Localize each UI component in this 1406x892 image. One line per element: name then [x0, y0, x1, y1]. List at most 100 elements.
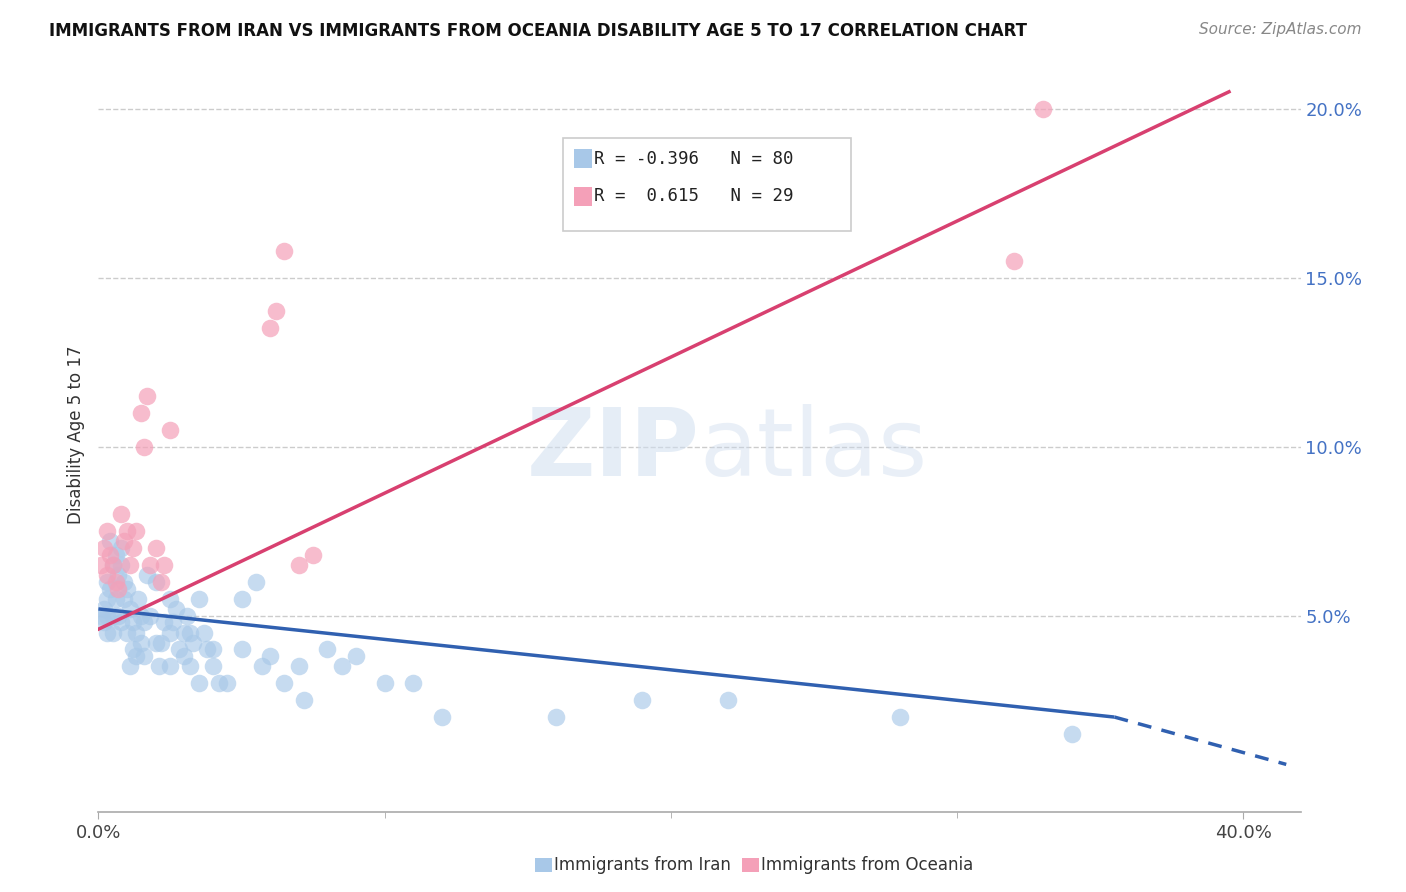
Point — [118, 659, 141, 673]
Point — [104, 548, 127, 562]
Point — [181, 636, 204, 650]
Point — [96, 524, 118, 538]
Point — [173, 625, 195, 640]
Point — [110, 508, 132, 522]
Point — [316, 642, 339, 657]
Point — [153, 615, 176, 630]
Point — [195, 642, 218, 657]
Point — [145, 541, 167, 555]
Point — [139, 558, 162, 572]
Point — [259, 649, 281, 664]
Point — [187, 591, 209, 606]
Point — [90, 558, 112, 572]
Point — [110, 541, 132, 555]
Point — [287, 659, 309, 673]
Point — [162, 615, 184, 630]
Point — [104, 591, 127, 606]
Text: R = -0.396   N = 80: R = -0.396 N = 80 — [593, 150, 793, 168]
Point — [101, 625, 124, 640]
Point — [121, 615, 143, 630]
Point — [287, 558, 309, 572]
Point — [101, 608, 124, 623]
Text: Immigrants from Iran: Immigrants from Iran — [554, 856, 731, 874]
Point — [107, 608, 129, 623]
Point — [107, 582, 129, 596]
Point — [93, 541, 115, 555]
Text: R =  0.615   N = 29: R = 0.615 N = 29 — [593, 187, 793, 205]
Point — [112, 591, 135, 606]
Point — [165, 602, 187, 616]
Point — [96, 625, 118, 640]
Point — [93, 602, 115, 616]
Point — [176, 608, 198, 623]
Point — [96, 568, 118, 582]
Point — [167, 642, 190, 657]
Point — [250, 659, 273, 673]
Point — [134, 440, 156, 454]
Point — [115, 524, 138, 538]
Point — [131, 636, 153, 650]
Point — [98, 582, 121, 596]
Point — [302, 548, 325, 562]
Text: IMMIGRANTS FROM IRAN VS IMMIGRANTS FROM OCEANIA DISABILITY AGE 5 TO 17 CORRELATI: IMMIGRANTS FROM IRAN VS IMMIGRANTS FROM … — [49, 22, 1028, 40]
Point — [118, 602, 141, 616]
Point — [187, 676, 209, 690]
Point — [110, 558, 132, 572]
Point — [1032, 102, 1054, 116]
Point — [159, 591, 181, 606]
Text: Source: ZipAtlas.com: Source: ZipAtlas.com — [1198, 22, 1361, 37]
Point — [208, 676, 231, 690]
Point — [131, 406, 153, 420]
Point — [1002, 253, 1025, 268]
Point — [402, 676, 425, 690]
Point — [121, 642, 143, 657]
Point — [231, 591, 253, 606]
Point — [330, 659, 353, 673]
Point — [264, 304, 287, 318]
Point — [136, 568, 159, 582]
Point — [889, 710, 911, 724]
Point — [110, 615, 132, 630]
Text: Immigrants from Oceania: Immigrants from Oceania — [762, 856, 974, 874]
Point — [1060, 727, 1083, 741]
Point — [546, 710, 568, 724]
Point — [717, 693, 740, 707]
Point — [115, 625, 138, 640]
Point — [294, 693, 316, 707]
Point — [179, 659, 201, 673]
Point — [159, 423, 181, 437]
Point — [139, 608, 162, 623]
Point — [96, 608, 118, 623]
Point — [124, 649, 146, 664]
Point — [430, 710, 453, 724]
Point — [93, 615, 115, 630]
Text: atlas: atlas — [699, 404, 928, 496]
Point — [145, 574, 167, 589]
Point — [159, 625, 181, 640]
Point — [134, 649, 156, 664]
Point — [631, 693, 654, 707]
Point — [96, 591, 118, 606]
Point — [134, 615, 156, 630]
Point — [131, 608, 153, 623]
Point — [150, 574, 173, 589]
Point — [112, 534, 135, 549]
Point — [124, 524, 146, 538]
Point — [259, 321, 281, 335]
Point — [193, 625, 215, 640]
Point — [374, 676, 396, 690]
Point — [115, 582, 138, 596]
Point — [118, 558, 141, 572]
Point — [179, 625, 201, 640]
Point — [124, 625, 146, 640]
Point — [98, 534, 121, 549]
Point — [344, 649, 367, 664]
Point — [153, 558, 176, 572]
Point — [245, 574, 267, 589]
Point — [173, 649, 195, 664]
Point — [231, 642, 253, 657]
Point — [101, 558, 124, 572]
Point — [150, 636, 173, 650]
Point — [159, 659, 181, 673]
Point — [104, 574, 127, 589]
